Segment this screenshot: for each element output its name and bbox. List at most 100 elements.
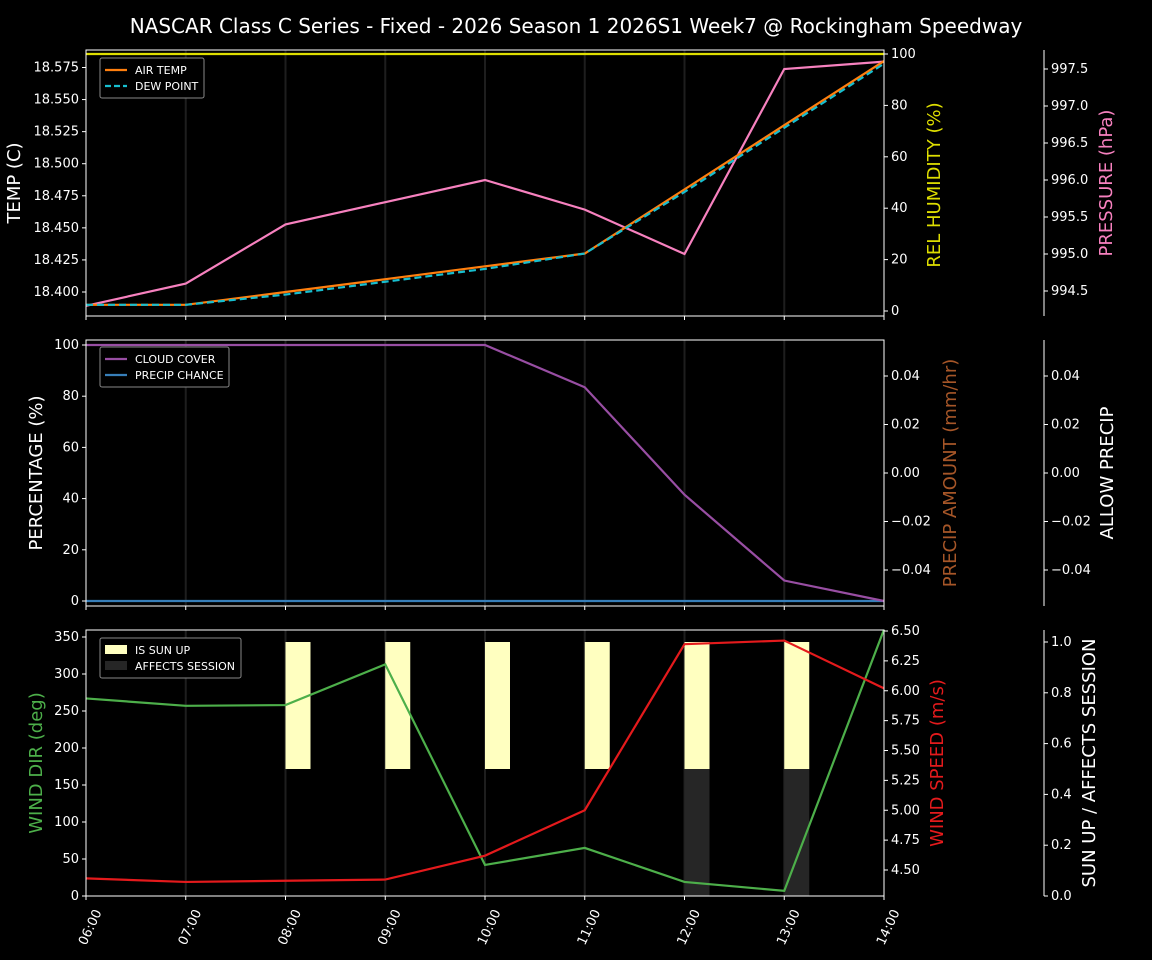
y-tick-label: 18.525 (34, 125, 80, 140)
y-tick-label: 18.575 (34, 61, 80, 76)
y-tick-label: 994.5 (1051, 284, 1088, 299)
y-tick-label: 995.5 (1051, 210, 1088, 225)
y-tick-label: 5.50 (891, 744, 920, 759)
y-tick-label: 18.425 (34, 253, 80, 268)
y-tick-label: 18.450 (34, 221, 80, 236)
y-tick-label: 60 (891, 150, 908, 165)
sun-up-bar (285, 642, 311, 769)
y-tick-label: 20 (891, 253, 908, 268)
x-tick-label: 13:00 (774, 907, 803, 947)
x-tick-label: 12:00 (675, 907, 704, 947)
chart-title: NASCAR Class C Series - Fixed - 2026 Sea… (129, 14, 1023, 38)
precip-amount-axis-label: PRECIP AMOUNT (mm/hr) (940, 359, 961, 588)
y-tick-label: 0.4 (1051, 787, 1072, 802)
y-tick-label: 1.0 (1051, 635, 1072, 650)
y-tick-label: 200 (54, 741, 79, 756)
y-tick-label: 5.75 (891, 714, 920, 729)
y-tick-label: 0.02 (1051, 418, 1080, 433)
y-tick-label: 997.5 (1051, 62, 1088, 77)
y-tick-label: 40 (62, 492, 79, 507)
legend-label: CLOUD COVER (135, 353, 216, 366)
y-tick-label: 996.0 (1051, 173, 1088, 188)
percentage-axis-label: PERCENTAGE (%) (26, 395, 47, 550)
y-tick-label: −0.02 (1051, 515, 1091, 530)
legend (99, 57, 205, 99)
y-tick-label: 0.04 (1051, 369, 1080, 384)
y-tick-label: 50 (62, 852, 79, 867)
y-tick-label: 0 (891, 304, 899, 319)
y-tick-label: 18.550 (34, 93, 80, 108)
allow-precip-axis-label: ALLOW PRECIP (1097, 406, 1118, 539)
x-tick-label: 11:00 (575, 907, 604, 947)
y-tick-label: 18.475 (34, 189, 80, 204)
y-tick-label: −0.02 (891, 515, 931, 530)
legend (99, 346, 230, 388)
y-tick-label: 0 (71, 594, 79, 609)
wind-speed-axis-label: WIND SPEED (m/s) (927, 679, 948, 847)
sun-up-axis-label: SUN UP / AFFECTS SESSION (1079, 638, 1100, 887)
y-tick-label: 100 (54, 815, 79, 830)
y-tick-label: 6.25 (891, 654, 920, 669)
y-tick-label: 6.50 (891, 624, 920, 639)
y-tick-label: 100 (54, 338, 79, 353)
y-tick-label: 350 (54, 630, 79, 645)
legend (99, 637, 242, 679)
legend-label: AFFECTS SESSION (135, 660, 235, 673)
y-tick-label: 0 (71, 889, 79, 904)
y-tick-label: 4.50 (891, 863, 920, 878)
y-tick-label: −0.04 (891, 563, 931, 578)
y-tick-label: 6.00 (891, 684, 920, 699)
y-tick-label: 5.25 (891, 773, 920, 788)
y-tick-label: 5.00 (891, 803, 920, 818)
legend-label: IS SUN UP (135, 644, 191, 657)
y-tick-label: 18.500 (34, 157, 80, 172)
x-tick-label: 09:00 (375, 907, 404, 947)
y-tick-label: 997.0 (1051, 99, 1088, 114)
y-tick-label: 0.02 (891, 418, 920, 433)
wind-dir-line (85, 629, 886, 892)
y-tick-label: 40 (891, 201, 908, 216)
y-tick-label: 100 (891, 47, 916, 62)
y-tick-label: 995.0 (1051, 247, 1088, 262)
pressure-axis-label: PRESSURE (hPa) (1096, 110, 1117, 257)
x-tick-label: 06:00 (76, 907, 105, 947)
wind-speed-line (85, 639, 885, 884)
x-tick-label: 07:00 (176, 907, 205, 947)
dew-point-line (86, 62, 885, 306)
y-tick-label: 300 (54, 667, 79, 682)
x-tick-label: 10:00 (475, 907, 504, 947)
legend-label: PRECIP CHANCE (135, 369, 224, 382)
y-tick-label: 0.00 (891, 466, 920, 481)
legend-label: AIR TEMP (135, 64, 187, 77)
y-tick-label: 60 (62, 440, 79, 455)
legend-swatch (105, 645, 127, 654)
sun-up-bar (684, 642, 710, 769)
y-tick-label: 0.8 (1051, 686, 1072, 701)
y-tick-label: 0.04 (891, 369, 920, 384)
y-tick-label: 80 (62, 389, 79, 404)
temp-axis-label: TEMP (C) (4, 142, 25, 224)
y-tick-label: 150 (54, 778, 79, 793)
y-tick-label: 18.400 (34, 285, 80, 300)
y-tick-label: −0.04 (1051, 563, 1091, 578)
x-tick-label: 08:00 (276, 907, 305, 947)
y-tick-label: 0.00 (1051, 466, 1080, 481)
y-tick-label: 0.2 (1051, 838, 1072, 853)
humidity-axis-label: REL HUMIDITY (%) (924, 102, 945, 267)
sun-up-bar (784, 642, 810, 769)
y-tick-label: 80 (891, 98, 908, 113)
affects-session-bar (784, 769, 810, 896)
sun-up-bar (485, 642, 510, 769)
y-tick-label: 0.0 (1051, 889, 1072, 904)
legend-label: DEW POINT (135, 80, 199, 93)
y-tick-label: 20 (62, 543, 79, 558)
cloud-cover-line (86, 343, 885, 603)
affects-session-bar (684, 769, 710, 896)
x-tick-label: 14:00 (874, 907, 903, 947)
legend-swatch (105, 661, 127, 670)
wind-dir-axis-label: WIND DIR (deg) (26, 692, 47, 834)
pressure-line (85, 60, 885, 307)
y-tick-label: 0.6 (1051, 737, 1072, 752)
y-tick-label: 4.75 (891, 833, 920, 848)
